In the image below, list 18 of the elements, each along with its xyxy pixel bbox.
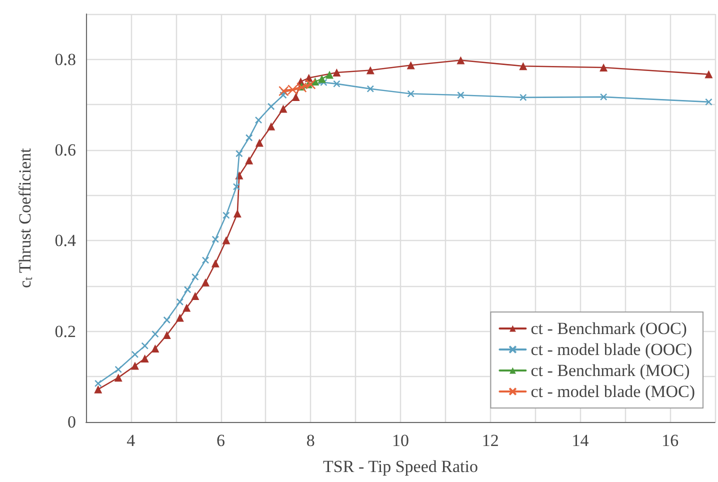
x-tick-label: 16 bbox=[662, 431, 679, 450]
legend-label: ct - Benchmark (OOC) bbox=[530, 319, 687, 338]
y-tick-label: 0.8 bbox=[54, 50, 76, 69]
x-tick-label: 12 bbox=[482, 431, 499, 450]
y-tick-label: 0 bbox=[68, 412, 76, 432]
legend-label: ct - model blade (MOC) bbox=[530, 382, 696, 401]
y-tick-label: 0.4 bbox=[54, 231, 76, 250]
y-tick-label: 0.6 bbox=[54, 140, 76, 160]
legend-label: ct - model blade (OOC) bbox=[530, 340, 692, 359]
y-tick-label: 0.2 bbox=[54, 322, 76, 341]
x-tick-label: 4 bbox=[126, 431, 136, 450]
x-tick-label: 10 bbox=[392, 431, 409, 450]
y-axis-title: ct Thrust Coefficient bbox=[16, 148, 35, 288]
x-tick-label: 8 bbox=[306, 431, 315, 450]
x-axis-title: TSR - Tip Speed Ratio bbox=[323, 457, 478, 476]
x-tick-label: 14 bbox=[572, 431, 590, 450]
x-tick-label: 6 bbox=[216, 431, 226, 450]
legend-label: ct - Benchmark (MOC) bbox=[530, 361, 690, 380]
